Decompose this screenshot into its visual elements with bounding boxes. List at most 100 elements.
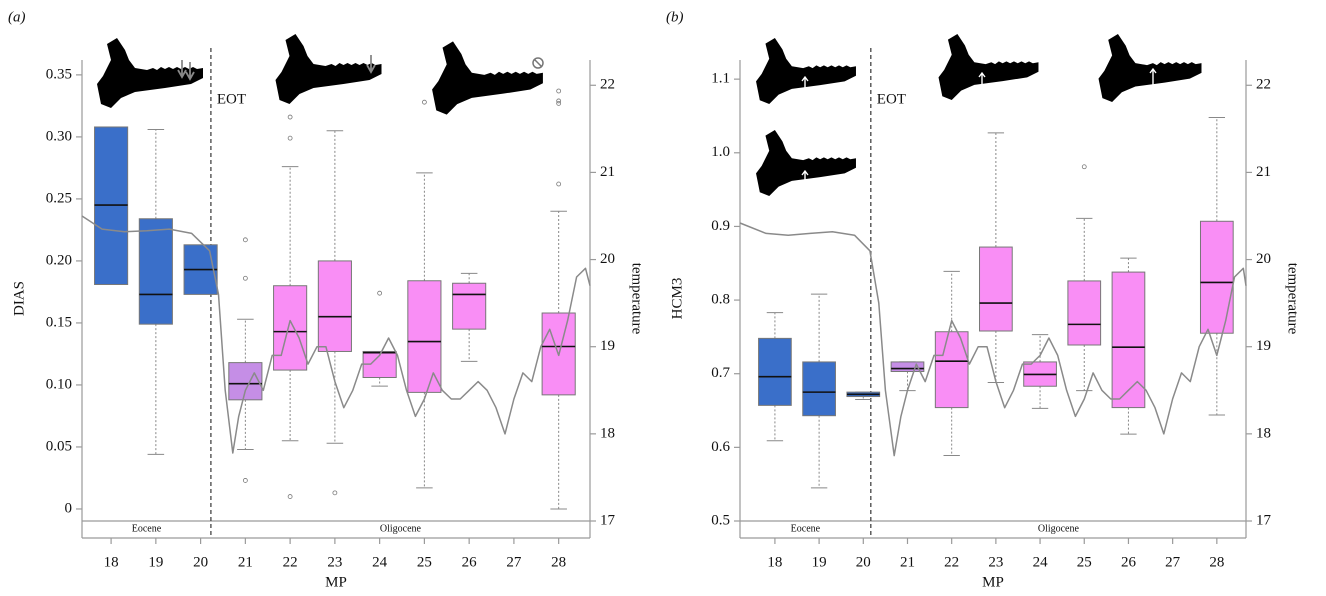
outlier (1081, 164, 1087, 170)
box (758, 337, 792, 406)
x-tick-label: 18 (767, 554, 782, 570)
jaw-icon (756, 130, 856, 196)
box (802, 361, 836, 417)
panel: 0 0.05 0.10 0.15 0.20 0.25 0.30 0.35 17 18 19 20 21 2… (8, 9, 645, 590)
outlier (377, 290, 383, 296)
y2-axis-label: temperature (629, 263, 645, 335)
y-tick-label: 0.5 (711, 512, 730, 528)
jaw-icons (97, 34, 1202, 196)
y2-tick-label: 22 (1256, 77, 1271, 93)
outlier (287, 114, 293, 120)
eot-label: EOT (877, 91, 906, 107)
jaw-icon (275, 34, 382, 104)
x-tick-label: 22 (944, 554, 959, 570)
x-tick-label: 27 (1165, 554, 1181, 570)
y-tick-label: 0.25 (46, 190, 72, 206)
box (1111, 271, 1146, 409)
y2-tick-label: 22 (600, 77, 615, 93)
jaw-icon (432, 41, 543, 115)
x-axis-label: MP (325, 574, 347, 590)
x-tick-label: 23 (988, 554, 1003, 570)
outlier (556, 88, 562, 94)
outlier (242, 275, 248, 281)
y-tick-label: 0.15 (46, 314, 72, 330)
outlier (332, 490, 338, 496)
x-tick-label: 28 (551, 554, 566, 570)
x-tick-label: 21 (238, 554, 253, 570)
x-tick-label: 20 (193, 554, 208, 570)
arrow-icon (177, 60, 195, 81)
y-axis-label: DIAS (11, 281, 27, 316)
box (452, 282, 487, 330)
y-tick-label: 0.8 (711, 292, 730, 308)
outlier (242, 237, 248, 243)
box (1067, 280, 1102, 346)
box (273, 285, 308, 371)
epoch-label: Eocene (791, 523, 821, 534)
x-tick-label: 24 (372, 554, 388, 570)
outlier (556, 181, 562, 187)
x-tick-label: 27 (506, 554, 522, 570)
panel-label: (b) (666, 9, 684, 25)
x-tick-label: 23 (327, 554, 342, 570)
x-tick-label: 25 (417, 554, 432, 570)
x-tick-label: 22 (283, 554, 298, 570)
x-tick-label: 19 (812, 554, 827, 570)
y-tick-label: 0.35 (46, 66, 72, 82)
panel: 0.5 0.6 0.7 0.8 0.9 1.0 1.1 17 18 19 20 21 22 18 19 20 2… (666, 9, 1301, 590)
box (138, 218, 173, 325)
x-tick-label: 26 (1121, 554, 1137, 570)
outlier (556, 101, 562, 106)
x-tick-label: 24 (1033, 554, 1049, 570)
temperature-curve (81, 215, 591, 454)
y2-tick-label: 19 (600, 338, 615, 354)
y-tick-label: 0.7 (711, 365, 730, 381)
measure-arrows (801, 67, 1157, 191)
box (934, 331, 969, 409)
x-axis-label: MP (982, 574, 1004, 590)
x-tick-label: 21 (900, 554, 915, 570)
y2-tick-label: 19 (1256, 338, 1271, 354)
box (317, 260, 352, 352)
y-tick-label: 0.6 (711, 439, 730, 455)
eot-label: EOT (217, 91, 246, 107)
box (890, 361, 925, 373)
outlier (421, 99, 427, 105)
y2-tick-label: 21 (600, 164, 615, 180)
y-tick-label: 1.0 (711, 144, 730, 160)
y-tick-label: 0.05 (46, 438, 72, 454)
y2-tick-label: 18 (600, 425, 615, 441)
y2-tick-label: 20 (600, 251, 615, 267)
x-tick-label: 25 (1077, 554, 1092, 570)
x-tick-label: 26 (462, 554, 478, 570)
epoch-label: Oligocene (380, 523, 422, 534)
temperature-curve (739, 222, 1247, 457)
epoch-label: Eocene (132, 523, 162, 534)
y2-tick-label: 18 (1256, 425, 1271, 441)
y2-tick-label: 20 (1256, 251, 1271, 267)
box (228, 362, 263, 401)
outlier (287, 135, 293, 141)
y2-axis-label: temperature (1285, 263, 1301, 335)
y-tick-label: 0.20 (46, 252, 72, 268)
y2-tick-label: 21 (1256, 164, 1271, 180)
x-tick-label: 28 (1209, 554, 1224, 570)
outlier (556, 98, 562, 104)
y-tick-label: 0.10 (46, 376, 72, 392)
y-tick-label: 0 (65, 500, 73, 516)
y2-tick-label: 17 (600, 512, 616, 528)
x-tick-label: 20 (856, 554, 871, 570)
absent-icon (532, 57, 544, 69)
box (541, 312, 576, 396)
y-axis-label: HCM3 (669, 278, 685, 320)
box (1199, 220, 1234, 334)
epoch-label: Oligocene (1038, 523, 1080, 534)
x-tick-label: 18 (104, 554, 119, 570)
y2-tick-label: 17 (1256, 512, 1272, 528)
outlier (242, 478, 248, 483)
y-tick-label: 0.30 (46, 128, 72, 144)
panel-label: (a) (8, 9, 26, 25)
jaw-icon (938, 34, 1039, 100)
y-tick-label: 0.9 (711, 218, 730, 234)
